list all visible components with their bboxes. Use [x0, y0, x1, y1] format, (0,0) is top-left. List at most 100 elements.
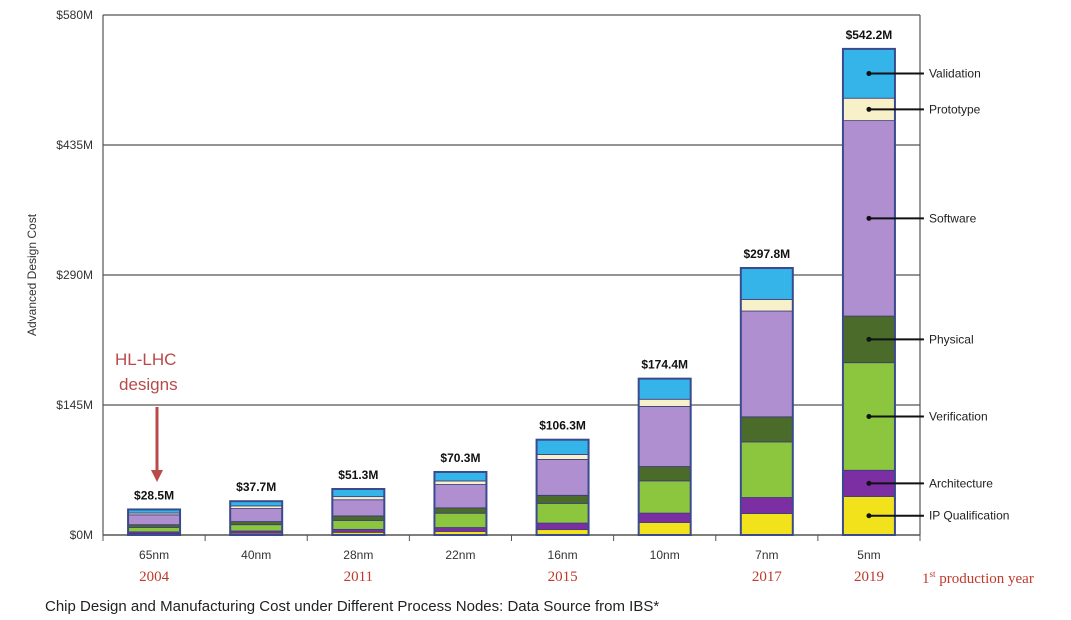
bar-segment: [434, 484, 487, 509]
bars: [127, 47, 896, 537]
bar-segment: [331, 496, 385, 501]
bar-outline: [535, 438, 590, 537]
series-callouts: IP Qualification Architecture Verification…: [866, 67, 1009, 523]
y-axis-title: Advanced Design Cost: [25, 213, 39, 336]
bar-segment: [740, 441, 794, 498]
bar-segment: [434, 512, 487, 528]
callout-dot: [866, 413, 872, 419]
bar-outline: [841, 47, 896, 537]
bar-segment: [434, 527, 487, 532]
bar-outline: [229, 500, 284, 537]
series-label: Validation: [929, 67, 981, 81]
bar-outline: [127, 508, 182, 536]
production-year-label: 2011: [344, 569, 373, 585]
bar-segment: [638, 398, 692, 407]
hl-lhc-annotation: HL-LHC designs: [115, 350, 178, 482]
annotation-line-2: designs: [119, 375, 178, 394]
callout-dot: [866, 71, 872, 77]
y-tick-label: $435M: [56, 138, 93, 152]
bar-segment: [740, 267, 794, 300]
production-year-number: 1: [922, 571, 930, 587]
x-category-label: 22nm: [445, 548, 475, 562]
bar-segment: [740, 416, 794, 443]
bar-outline: [331, 488, 386, 536]
bar-segment: [638, 378, 692, 400]
series-label: IP Qualification: [929, 509, 1010, 523]
bar-outline: [433, 470, 488, 536]
bar-segment: [434, 471, 487, 482]
bar-segment: [331, 528, 385, 533]
bar-segment: [229, 508, 283, 522]
bar-total-label: $542.2M: [846, 28, 893, 42]
bar-segment: [638, 466, 692, 482]
bar-segment: [229, 524, 283, 532]
y-axis-ticks: $0M $145M $290M $435M $580M: [56, 8, 93, 542]
production-years: 2004 2011 2015 2017 2019: [139, 569, 884, 585]
production-year-label: 2019: [854, 569, 884, 585]
bar-segment: [638, 522, 692, 536]
bar-segment: [536, 494, 589, 504]
bar-segment: [127, 524, 181, 528]
bar-segment: [331, 515, 385, 521]
bar-segment: [638, 512, 692, 523]
bar-segment: [638, 480, 692, 514]
bar-outline: [739, 267, 794, 536]
annotation-line-1: HL-LHC: [115, 350, 176, 369]
callout-dot: [866, 106, 872, 112]
figure-caption: Chip Design and Manufacturing Cost under…: [45, 598, 660, 615]
bar-segment: [740, 298, 794, 312]
bar-segment: [536, 454, 589, 460]
bar-total-label: $51.3M: [338, 468, 378, 482]
production-year-suffix: st: [930, 569, 937, 579]
bar-segment: [536, 439, 589, 455]
production-year-axis-label: 1st production year: [922, 569, 1034, 587]
bar-segment: [536, 459, 589, 496]
x-category-label: 28nm: [343, 548, 373, 562]
x-category-label: 40nm: [241, 548, 271, 562]
x-axis-categories: 65nm 40nm 28nm 22nm 16nm 10nm 7nm 5nm: [139, 548, 881, 562]
callout-dot: [866, 215, 872, 221]
bar-segment: [127, 526, 181, 533]
bar-segment: [229, 505, 283, 509]
annotation-arrow-head: [151, 470, 163, 482]
callout-dot: [866, 480, 872, 486]
bar-segment: [331, 519, 385, 530]
bar-segment: [638, 406, 692, 467]
series-label: Architecture: [929, 476, 993, 490]
bar-total-label: $174.4M: [641, 358, 688, 372]
series-label: Software: [929, 211, 977, 225]
bar-segment: [740, 513, 794, 536]
bar-total-label: $28.5M: [134, 488, 174, 502]
production-year-label: 2015: [548, 569, 578, 585]
bar-segment: [331, 499, 385, 517]
bar-total-label: $37.7M: [236, 480, 276, 494]
bar-segment: [434, 507, 487, 514]
bar-segment: [127, 514, 181, 526]
bar-outline: [637, 377, 692, 537]
bar-total-label: $70.3M: [440, 451, 480, 465]
bar-total-label: $106.3M: [539, 419, 586, 433]
x-category-label: 10nm: [650, 548, 680, 562]
y-tick-label: $580M: [56, 8, 93, 22]
series-label: Verification: [929, 409, 988, 423]
bar-segment: [740, 310, 794, 418]
callout-dot: [866, 513, 872, 519]
production-year-text: production year: [936, 571, 1034, 587]
x-category-label: 7nm: [755, 548, 778, 562]
callout-dot: [866, 336, 872, 342]
bar-segment: [229, 521, 283, 526]
x-category-label: 16nm: [548, 548, 578, 562]
x-category-label: 65nm: [139, 548, 169, 562]
bar-segment: [331, 488, 385, 498]
grid-lines: [102, 14, 921, 541]
bar-segment: [434, 480, 487, 485]
bar-total-label: $297.8M: [743, 247, 790, 261]
bar-segment: [740, 497, 794, 514]
y-tick-label: $290M: [56, 268, 93, 282]
bar-segment: [536, 522, 589, 531]
bar-segment: [536, 502, 589, 524]
production-year-label: 2004: [139, 569, 170, 585]
y-tick-label: $145M: [56, 398, 93, 412]
production-year-label: 2017: [752, 569, 783, 585]
